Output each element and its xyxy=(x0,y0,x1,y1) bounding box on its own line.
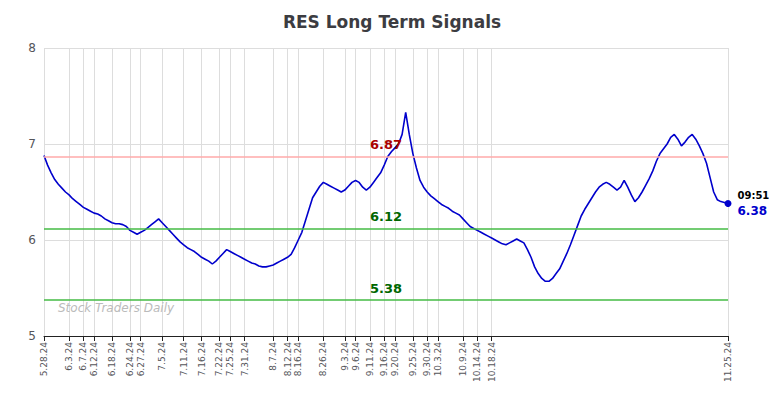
svg-text:6.27.24: 6.27.24 xyxy=(136,342,146,377)
svg-text:RES Long Term Signals: RES Long Term Signals xyxy=(283,12,501,32)
svg-text:10.14.24: 10.14.24 xyxy=(472,342,482,382)
svg-text:6.12: 6.12 xyxy=(370,209,402,224)
svg-text:7.11.24: 7.11.24 xyxy=(179,342,189,377)
svg-text:7.5.24: 7.5.24 xyxy=(157,342,167,371)
svg-text:6.87: 6.87 xyxy=(370,137,402,152)
svg-text:9.6.24: 9.6.24 xyxy=(351,342,361,371)
svg-text:9.3.24: 9.3.24 xyxy=(340,342,350,371)
svg-text:6.3.24: 6.3.24 xyxy=(64,342,74,371)
svg-text:6.24.24: 6.24.24 xyxy=(125,342,135,377)
svg-text:11.25.24: 11.25.24 xyxy=(723,342,733,382)
svg-text:10.9.24: 10.9.24 xyxy=(458,342,468,377)
svg-text:7.25.24: 7.25.24 xyxy=(225,342,235,377)
svg-text:9.25.24: 9.25.24 xyxy=(408,342,418,377)
svg-text:7.31.24: 7.31.24 xyxy=(240,342,250,377)
svg-text:9.30.24: 9.30.24 xyxy=(422,342,432,377)
svg-text:9.16.24: 9.16.24 xyxy=(379,342,389,377)
svg-text:09:51: 09:51 xyxy=(738,190,770,201)
svg-text:8.12.24: 8.12.24 xyxy=(283,342,293,377)
svg-text:6.18.24: 6.18.24 xyxy=(107,342,117,377)
svg-text:10.3.24: 10.3.24 xyxy=(433,342,443,377)
svg-text:5.28.24: 5.28.24 xyxy=(39,342,49,377)
svg-text:10.18.24: 10.18.24 xyxy=(487,342,497,382)
svg-text:Stock Traders Daily: Stock Traders Daily xyxy=(58,301,175,315)
svg-text:8: 8 xyxy=(28,41,36,55)
svg-text:9.20.24: 9.20.24 xyxy=(390,342,400,377)
svg-text:8.26.24: 8.26.24 xyxy=(318,342,328,377)
svg-text:6: 6 xyxy=(28,233,36,247)
svg-text:5: 5 xyxy=(28,329,36,343)
svg-text:8.16.24: 8.16.24 xyxy=(293,342,303,377)
svg-text:6.7.24: 6.7.24 xyxy=(78,342,88,371)
svg-text:6.38: 6.38 xyxy=(738,204,768,218)
svg-text:8.7.24: 8.7.24 xyxy=(268,342,278,371)
svg-text:5.38: 5.38 xyxy=(370,281,402,296)
svg-text:6.12.24: 6.12.24 xyxy=(89,342,99,377)
svg-text:7.16.24: 7.16.24 xyxy=(197,342,207,377)
svg-text:9.11.24: 9.11.24 xyxy=(365,342,375,377)
svg-text:7.22.24: 7.22.24 xyxy=(214,342,224,377)
svg-text:7: 7 xyxy=(28,137,36,151)
